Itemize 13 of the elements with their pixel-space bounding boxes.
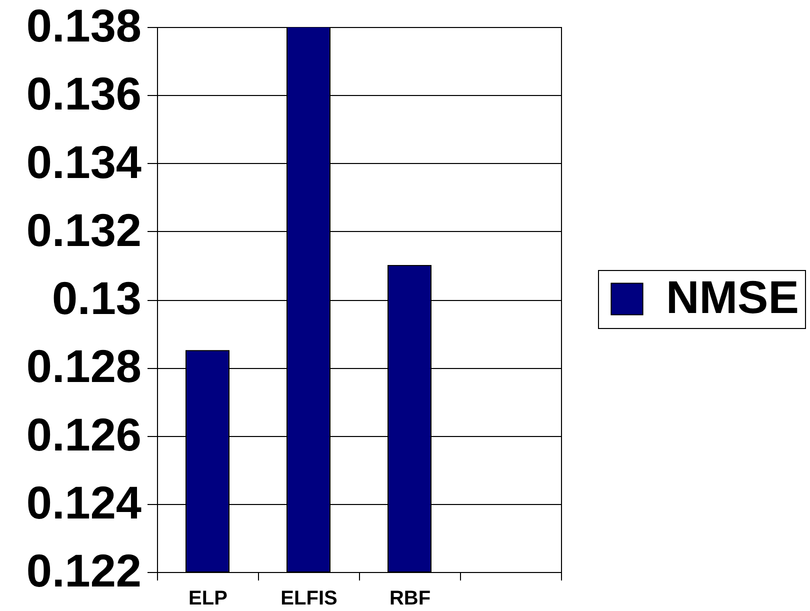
y-tick-label: 0.132 — [26, 204, 142, 256]
x-tick-label: RBF — [389, 588, 431, 610]
y-tick-label: 0.126 — [26, 408, 142, 460]
y-tick-label: 0.122 — [26, 544, 142, 596]
y-tick-label: 0.128 — [26, 340, 142, 392]
y-tick-label: 0.138 — [26, 0, 142, 52]
y-tick-label: 0.136 — [26, 68, 142, 120]
y-tick-label: 0.134 — [26, 136, 142, 188]
x-tick-label: ELFIS — [280, 588, 338, 610]
y-tick-label: 0.124 — [26, 476, 142, 528]
legend-label: NMSE — [666, 271, 799, 323]
x-tick-label: ELP — [188, 588, 228, 610]
y-tick-label: 0.13 — [52, 272, 142, 324]
